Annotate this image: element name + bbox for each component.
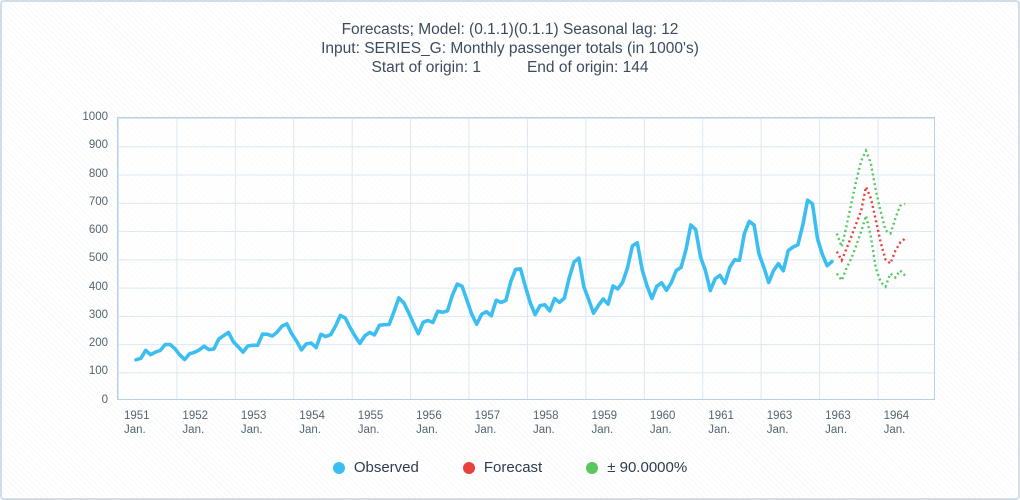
chart-title-line3: Start of origin: 1 End of origin: 144 xyxy=(2,58,1018,77)
y-axis-tick-label: 1000 xyxy=(82,111,108,123)
legend-item-observed[interactable]: Observed xyxy=(332,459,419,476)
legend-dot-icon xyxy=(332,461,345,474)
y-axis-tick-label: 200 xyxy=(88,337,108,350)
legend-item-forecast[interactable]: Forecast xyxy=(462,459,543,476)
x-axis-tick-label: 1964 Jan. xyxy=(883,410,910,436)
lower-limit-line xyxy=(835,211,906,289)
x-axis-tick-label: 1961 Jan. xyxy=(708,410,734,436)
observed-line xyxy=(134,198,834,362)
x-axis-tick-label: 1959 Jan. xyxy=(591,410,618,436)
y-axis-tick-label: 0 xyxy=(101,393,108,406)
chart-title-block: Forecasts; Model: (0.1.1)(0.1.1) Seasona… xyxy=(2,20,1018,77)
y-axis-tick-label: 400 xyxy=(88,280,108,293)
legend-dot-icon xyxy=(462,461,475,474)
chart-title-line2: Input: SERIES_G: Monthly passenger total… xyxy=(321,40,699,57)
y-axis-tick-label: 300 xyxy=(88,308,108,321)
upper-limit-line xyxy=(835,147,906,251)
legend-item-interval[interactable]: ± 90.0000% xyxy=(586,459,687,476)
y-axis-tick-label: 900 xyxy=(88,139,108,152)
end-of-origin-label: End of origin: 144 xyxy=(526,59,649,76)
x-axis-tick-label: 1963 Jan. xyxy=(766,410,793,436)
legend-dot-icon xyxy=(586,461,599,474)
chart-title-line1: Forecasts; Model: (0.1.1)(0.1.1) Seasona… xyxy=(341,21,679,38)
forecast-line xyxy=(835,182,906,266)
chart-legend: Observed Forecast ± 90.0000% xyxy=(2,459,1018,476)
plot-area xyxy=(117,117,935,400)
x-axis-tick-label: 1958 Jan. xyxy=(533,410,559,436)
legend-label: Observed xyxy=(353,459,419,476)
start-of-origin-label: Start of origin: 1 xyxy=(371,59,481,76)
x-axis-tick-label: 1954 Jan. xyxy=(299,410,325,436)
y-axis-tick-label: 700 xyxy=(88,195,108,208)
legend-label: ± 90.0000% xyxy=(607,459,688,476)
legend-label: Forecast xyxy=(483,459,543,476)
chart-canvas xyxy=(134,147,906,362)
x-axis-tick-label: 1955 Jan. xyxy=(357,410,384,436)
x-axis-tick-label: 1957 Jan. xyxy=(474,410,501,436)
y-axis-tick-label: 100 xyxy=(88,365,108,378)
x-axis-tick-label: 1951 Jan. xyxy=(124,410,150,436)
y-axis-tick-label: 500 xyxy=(88,252,108,265)
x-axis-tick-label: 1952 Jan. xyxy=(182,410,209,436)
y-axis-tick-label: 600 xyxy=(88,224,108,237)
x-axis-tick-label: 1956 Jan. xyxy=(416,410,442,436)
x-axis-tick-label: 1960 Jan. xyxy=(649,410,676,436)
y-axis-tick-label: 800 xyxy=(88,167,108,180)
x-axis-tick-label: 1963 Jan. xyxy=(825,410,851,436)
x-axis-tick-label: 1953 Jan. xyxy=(240,410,267,436)
